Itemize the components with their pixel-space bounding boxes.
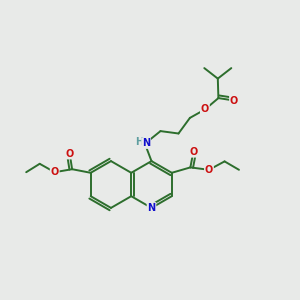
- Text: O: O: [230, 95, 238, 106]
- Text: N: N: [142, 138, 150, 148]
- Text: O: O: [189, 147, 197, 157]
- Text: N: N: [147, 203, 156, 213]
- Text: O: O: [205, 165, 213, 175]
- Text: O: O: [201, 104, 209, 115]
- Text: O: O: [66, 148, 74, 159]
- Text: O: O: [51, 167, 59, 177]
- Text: H: H: [135, 137, 143, 147]
